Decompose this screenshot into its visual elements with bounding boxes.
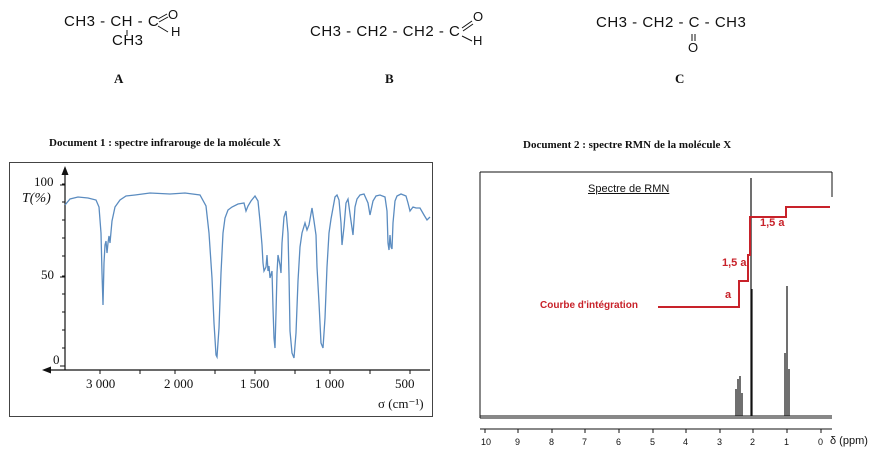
nmr-x-tick-1: 1 [784, 437, 790, 447]
nmr-x-tick-5: 5 [650, 437, 656, 447]
nmr-x-tick-2: 2 [750, 437, 756, 447]
nmr-inset-title: Spectre de RMN [588, 183, 670, 195]
nmr-spectrum-panel: Spectre de RMN Courbe d'intégration a 1,… [478, 171, 872, 459]
ir-y-axis-label: T(%) [22, 191, 51, 206]
molecule-a-oxygen: O [168, 7, 179, 22]
nmr-step-label-1-5a-low: 1,5 a [722, 257, 747, 269]
doc2-title: Document 2 : spectre RMN de la molécule … [523, 139, 732, 151]
ir-spectrum-panel: T(%) 100 50 0 3 000 2 000 1 500 1 000 50… [9, 162, 433, 417]
molecule-b-chain: CH3 - CH2 - CH2 - C [310, 23, 461, 40]
nmr-spectrum-chart [479, 171, 833, 433]
nmr-x-tick-10: 10 [481, 437, 492, 447]
molecule-a-hydrogen: H [171, 24, 181, 39]
nmr-x-tick-7: 7 [582, 437, 588, 447]
molecule-c-double-bond [691, 34, 696, 41]
ir-y-tick-0: 0 [53, 352, 60, 367]
ir-x-tick-3000: 3 000 [86, 376, 116, 391]
molecule-b-oxygen: O [473, 9, 484, 24]
nmr-x-axis-label: δ (ppm) [830, 435, 868, 447]
molecule-a-branch: CH3 [112, 32, 144, 49]
nmr-x-tick-9: 9 [515, 437, 521, 447]
molecule-a: CH3 - CH - C O H CH3 A [64, 7, 194, 88]
ir-x-tick-1000: 1 000 [315, 376, 345, 391]
molecule-b-label: B [385, 71, 394, 86]
ir-x-tick-500: 500 [395, 376, 415, 391]
nmr-x-tick-3: 3 [717, 437, 723, 447]
nmr-step-label-a: a [725, 289, 732, 301]
nmr-step-label-1-5a-high: 1,5 a [760, 217, 785, 229]
nmr-x-tick-0: 0 [818, 437, 824, 447]
ir-transmittance-curve [64, 192, 431, 360]
nmr-x-tick-8: 8 [549, 437, 555, 447]
ir-x-tick-1500: 1 500 [240, 376, 270, 391]
molecule-b-bonds [461, 20, 474, 42]
molecule-b: CH3 - CH2 - CH2 - C O H B [310, 8, 500, 88]
molecule-a-label: A [114, 71, 124, 86]
ir-x-tick-2000: 2 000 [164, 376, 194, 391]
molecule-c-label: C [675, 71, 685, 86]
doc1-title: Document 1 : spectre infrarouge de la mo… [49, 137, 281, 149]
molecule-c-oxygen: O [688, 40, 699, 55]
nmr-integration-label: Courbe d'intégration [540, 300, 638, 311]
nmr-x-tick-6: 6 [616, 437, 622, 447]
molecule-a-chain: CH3 - CH - C [64, 13, 160, 30]
ir-spectrum-chart [42, 166, 431, 374]
molecule-a-bonds [126, 13, 169, 36]
molecule-c-chain: CH3 - CH2 - C - CH3 [596, 14, 747, 31]
nmr-integration-curve [658, 206, 830, 308]
ir-x-axis-label: σ (cm⁻¹) [378, 396, 424, 411]
nmr-peaks [735, 178, 790, 416]
molecule-b-hydrogen: H [473, 33, 483, 48]
ir-y-tick-50: 50 [41, 267, 54, 282]
ir-y-tick-100: 100 [34, 174, 54, 189]
molecule-c: CH3 - CH2 - C - CH3 O C [596, 8, 756, 88]
nmr-x-tick-4: 4 [683, 437, 689, 447]
